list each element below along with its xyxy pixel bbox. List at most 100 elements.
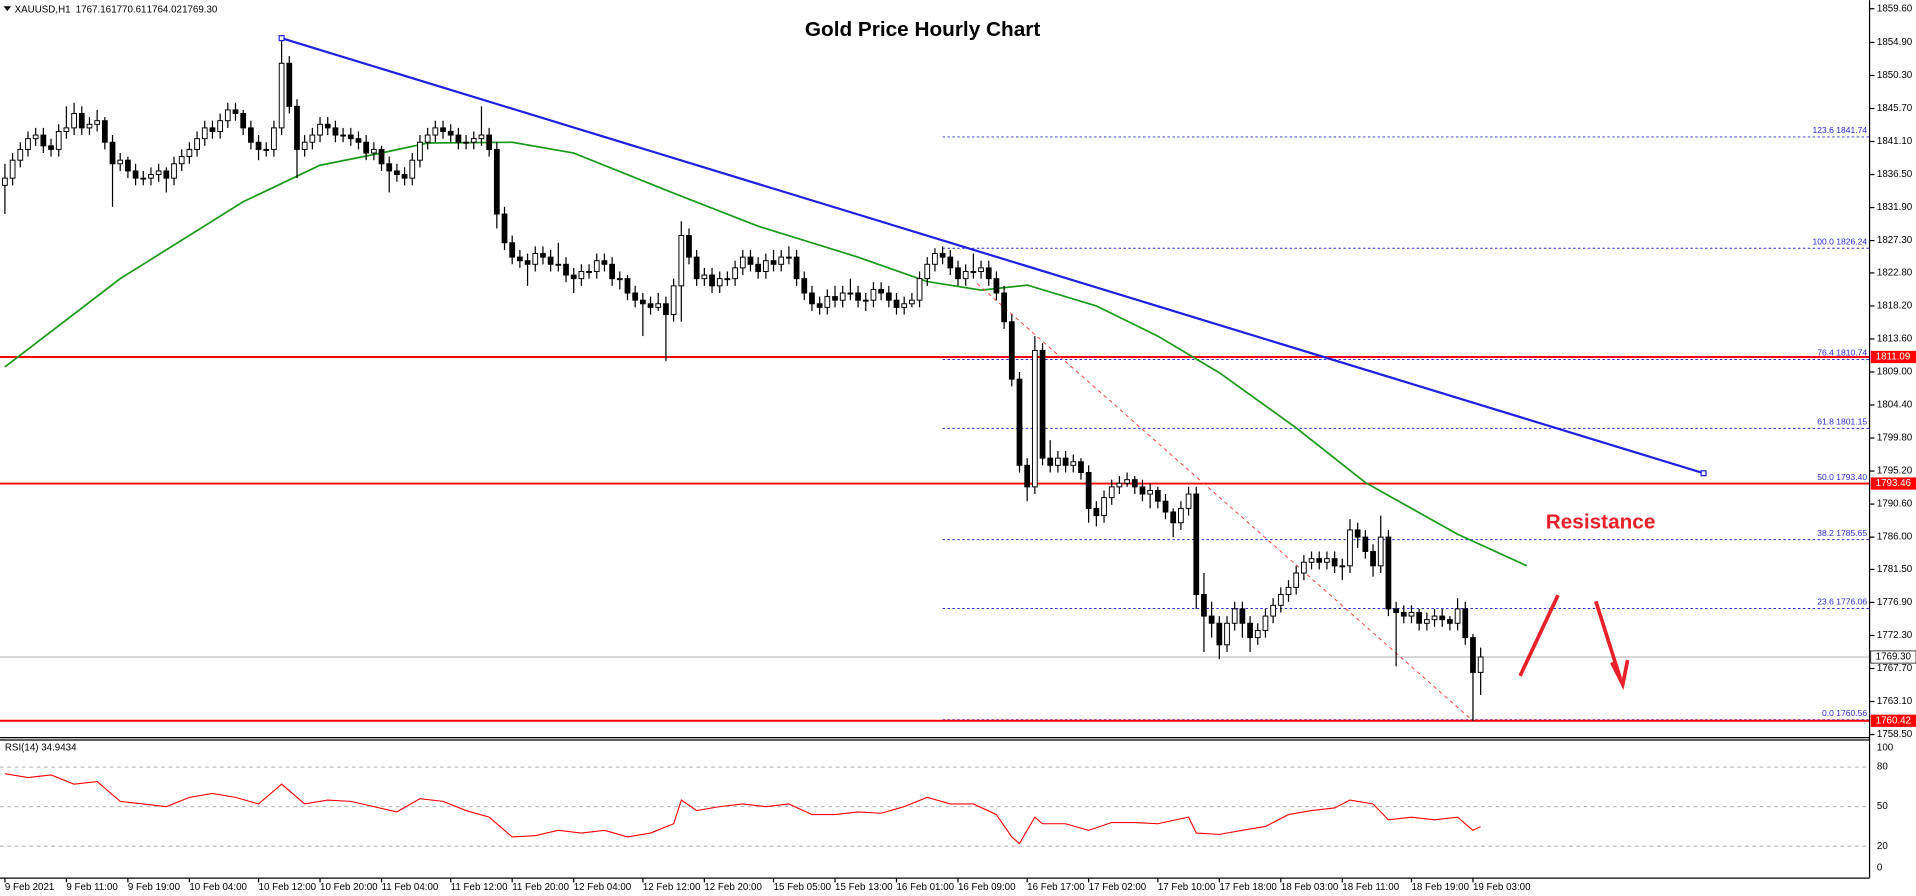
x-tick-label: 9 Feb 19:00 (128, 882, 181, 893)
candle-body (1231, 608, 1238, 624)
candle-body (663, 303, 669, 316)
candle-body (386, 163, 393, 172)
candle-body (1085, 472, 1092, 509)
candle-body (1024, 464, 1031, 488)
projection-line (976, 283, 1474, 722)
candle-body (455, 134, 462, 143)
y-tick-label: 1795.20 (1877, 466, 1913, 477)
candle-body (255, 141, 262, 150)
ohlc-open: 1767.16 (76, 5, 111, 16)
candle-body (739, 256, 746, 269)
candle-body (1293, 572, 1300, 588)
candle-body (370, 148, 377, 154)
rsi-tick-label: 50 (1877, 801, 1888, 812)
y-tick-label: 1809.00 (1877, 367, 1913, 378)
candle-body (278, 62, 285, 129)
candle-body (609, 263, 615, 280)
candle-body (186, 148, 193, 158)
candle-body (924, 263, 931, 280)
candle-body (1224, 622, 1230, 646)
trendline-anchor (278, 35, 285, 42)
candle-body (809, 292, 815, 305)
x-tick-label: 15 Feb 05:00 (774, 882, 832, 893)
candle-body (478, 134, 485, 140)
candle-body (78, 113, 85, 129)
candle-body (1254, 629, 1261, 639)
candle-body (440, 127, 446, 132)
candle-body (586, 270, 592, 273)
candle-body (1162, 500, 1169, 513)
trendline-anchor (1700, 470, 1707, 477)
candle-body (1423, 619, 1430, 624)
candle-body (839, 292, 846, 301)
rsi-label: RSI(14) 34.9434 (5, 743, 77, 754)
candle-body (686, 235, 692, 258)
candle-body (2, 177, 8, 186)
annotation: Resistance (1546, 511, 1656, 534)
down-arrow-head (1610, 659, 1630, 691)
candle-body (1400, 612, 1407, 617)
candle-body (1070, 461, 1077, 466)
x-tick-label: 10 Feb 12:00 (259, 882, 317, 893)
y-tick-label: 1818.20 (1877, 301, 1913, 312)
candle-body (693, 256, 700, 280)
down-arrow (1594, 600, 1623, 679)
candle-body (655, 303, 662, 308)
candle-body (163, 170, 170, 179)
candle-body (1147, 489, 1154, 495)
x-tick-label: 10 Feb 04:00 (189, 882, 247, 893)
candle-body (932, 253, 938, 265)
candle-body (601, 260, 608, 265)
fib-label: 61.8 1801.15 (1817, 416, 1867, 426)
candle-body (340, 134, 346, 137)
candle-body (347, 134, 354, 140)
x-tick-label: 12 Feb 12:00 (643, 882, 701, 893)
ohlc-low: 1764.02 (147, 5, 182, 16)
rsi-tick-label: 100 (1877, 743, 1894, 754)
y-tick-label: 1831.90 (1877, 202, 1913, 213)
candle-body (1101, 497, 1107, 517)
candle-body (1247, 622, 1253, 639)
candle-body (40, 134, 47, 147)
x-tick-label: 18 Feb 19:00 (1411, 882, 1469, 893)
candle-body (109, 141, 116, 165)
price-tag (1870, 350, 1916, 364)
candle-body (1170, 511, 1177, 524)
candle-body (540, 253, 546, 258)
fib-label: 50.0 1793.40 (1817, 472, 1867, 482)
candle-body (1139, 486, 1146, 495)
candle-body (263, 148, 270, 151)
price-tag-label: 1793.46 (1876, 478, 1911, 489)
candle-body (509, 242, 516, 258)
moving-average (4, 141, 1528, 567)
candle-body (1078, 461, 1084, 473)
x-tick-label: 17 Feb 02:00 (1089, 882, 1147, 893)
candle-body (1116, 482, 1123, 488)
candle-body (1477, 656, 1484, 673)
candle-body (1001, 292, 1007, 323)
rsi-tick-label: 80 (1877, 762, 1888, 773)
candle-body (63, 127, 70, 132)
candle-body (447, 130, 454, 136)
candle-body (824, 296, 831, 308)
candle-body (993, 278, 1000, 294)
candle-body (1124, 479, 1130, 484)
candle-body (1201, 594, 1207, 617)
candle-body (17, 148, 24, 161)
candle-body (1308, 558, 1315, 563)
candle-body (86, 123, 93, 129)
candle-body (624, 278, 631, 294)
candle-body (547, 256, 554, 265)
candle-body (1362, 536, 1369, 552)
candle-body (155, 170, 162, 176)
candle-body (209, 127, 216, 132)
candle-body (1316, 558, 1323, 563)
trendline (281, 37, 1704, 475)
candle-body (1262, 615, 1269, 631)
current-price-tag (1870, 650, 1916, 664)
candle-body (955, 267, 961, 280)
candle-body (48, 145, 54, 150)
x-tick-label: 15 Feb 13:00 (835, 882, 893, 893)
